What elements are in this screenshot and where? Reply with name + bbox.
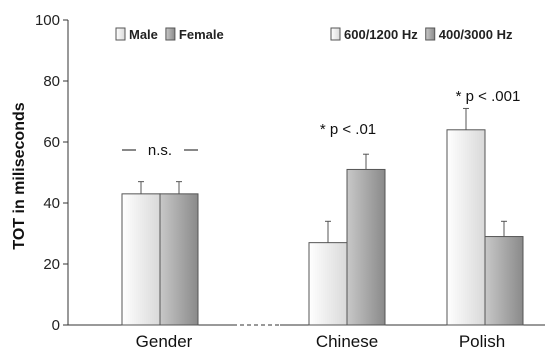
legend-swatch bbox=[425, 27, 436, 41]
bars bbox=[121, 107, 524, 326]
significance-annotation: * p < .001 bbox=[456, 88, 521, 105]
legend-swatch bbox=[165, 27, 176, 41]
bar bbox=[446, 129, 486, 326]
y-tick-label: 100 bbox=[35, 12, 60, 29]
bar bbox=[346, 168, 386, 326]
y-axis-label: TOT in miliseconds bbox=[11, 102, 28, 249]
y-axis: 0 20 40 60 80 100 bbox=[35, 12, 69, 334]
y-tick-label: 40 bbox=[43, 195, 60, 212]
legend-label: Female bbox=[179, 27, 224, 42]
legend-label: 600/1200 Hz bbox=[344, 27, 418, 42]
bar bbox=[484, 236, 524, 326]
significance-annotation: * p < .01 bbox=[320, 121, 376, 138]
legend-label: 400/3000 Hz bbox=[439, 27, 513, 42]
significance-annotation: n.s. bbox=[148, 142, 172, 159]
category-label: Polish bbox=[459, 332, 505, 349]
legend-label: Male bbox=[129, 27, 158, 42]
annotations: n.s. * p < .01 * p < .001 bbox=[122, 88, 520, 159]
category-label: Gender bbox=[136, 332, 193, 349]
y-tick-label: 60 bbox=[43, 134, 60, 151]
legend: Male Female 600/1200 Hz 400/3000 Hz bbox=[115, 27, 513, 42]
bar bbox=[308, 242, 348, 326]
y-tick-label: 20 bbox=[43, 256, 60, 273]
category-labels: Gender Chinese Polish bbox=[136, 332, 506, 349]
category-label: Chinese bbox=[316, 332, 378, 349]
bar bbox=[159, 193, 199, 326]
y-tick-label: 0 bbox=[52, 317, 60, 334]
y-tick-label: 80 bbox=[43, 73, 60, 90]
bar bbox=[121, 193, 161, 326]
legend-swatch bbox=[330, 27, 341, 41]
legend-swatch bbox=[115, 27, 126, 41]
